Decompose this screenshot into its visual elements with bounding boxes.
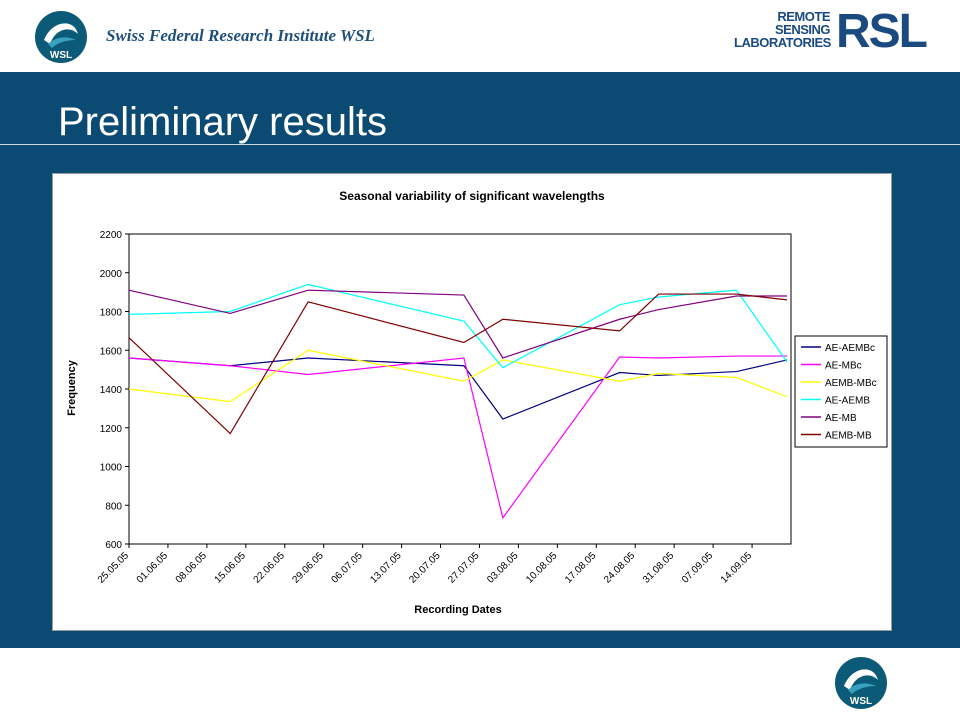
wsl-logo-label: WSL — [50, 50, 72, 61]
y-tick-label: 2000 — [100, 269, 123, 280]
x-tick-label: 31.08.05 — [641, 550, 677, 586]
x-tick-label: 06.07.05 — [329, 550, 365, 586]
legend-label: AEMB-MB — [825, 431, 872, 442]
x-tick-label: 15.06.05 — [213, 550, 249, 586]
x-tick-label: 27.07.05 — [446, 550, 482, 586]
x-tick-label: 03.08.05 — [485, 550, 521, 586]
legend-label: AEMB-MBc — [825, 378, 877, 389]
rsl-line-3: LABORATORIES — [734, 35, 831, 50]
legend-label: AE-AEMB — [825, 396, 870, 407]
chart-panel: Seasonal variability of significant wave… — [52, 173, 892, 631]
y-tick-label: 1200 — [100, 424, 123, 435]
x-tick-label: 08.06.05 — [174, 550, 210, 586]
series-line-ae-aemb — [128, 283, 788, 369]
legend-label: AE-MBc — [825, 361, 862, 372]
y-tick-label: 1600 — [100, 346, 123, 357]
y-tick-label: 600 — [105, 540, 122, 551]
x-tick-label: 01.06.05 — [135, 550, 171, 586]
wsl-logo-icon: WSL — [35, 11, 87, 63]
wsl-footer-logo-label: WSL — [850, 696, 872, 707]
series-line-ae-mbc — [128, 355, 787, 520]
rsl-line-1: REMOTE — [777, 9, 830, 24]
y-tick-label: 1000 — [100, 463, 123, 474]
institute-name: Swiss Federal Research Institute WSL — [106, 26, 375, 45]
x-tick-label: 25.05.05 — [96, 550, 132, 586]
y-tick-label: 1400 — [100, 385, 123, 396]
slide-title: Preliminary results — [58, 100, 387, 144]
legend-label: AE-AEMBc — [825, 343, 875, 354]
y-tick-label: 2200 — [100, 230, 123, 241]
rsl-logo-mark: RSL — [836, 5, 928, 58]
x-tick-label: 24.08.05 — [602, 550, 638, 586]
rsl-logo-text: REMOTE SENSING LABORATORIES — [734, 9, 831, 50]
wsl-footer-logo-icon: WSL — [835, 657, 887, 709]
chart-title: Seasonal variability of significant wave… — [339, 189, 605, 203]
x-tick-label: 13.07.05 — [368, 550, 404, 586]
legend-box — [794, 335, 888, 448]
plot-area — [128, 233, 792, 545]
series-line-ae-aembc — [128, 357, 788, 420]
header-bar: WSL Swiss Federal Research Institute WSL… — [0, 0, 960, 72]
x-tick-label: 07.09.05 — [680, 550, 716, 586]
y-tick-label: 1800 — [100, 308, 123, 319]
legend-label: AE-MB — [825, 413, 857, 424]
x-tick-label: 20.07.05 — [407, 550, 443, 586]
line-chart: Seasonal variability of significant wave… — [66, 189, 888, 616]
title-divider — [0, 144, 960, 145]
y-tick-label: 800 — [105, 501, 122, 512]
y-axis-label: Frequency — [66, 359, 78, 416]
rsl-logo: REMOTE SENSING LABORATORIES RSL — [734, 5, 928, 58]
x-tick-label: 14.09.05 — [719, 550, 755, 586]
x-tick-label: 22.06.05 — [252, 550, 288, 586]
x-tick-label: 17.08.05 — [563, 550, 599, 586]
x-axis-label: Recording Dates — [414, 604, 501, 616]
series-line-aemb-mb — [128, 293, 788, 435]
series-line-aemb-mbc — [128, 349, 788, 403]
series-line-ae-mb — [128, 289, 787, 359]
rsl-line-2: SENSING — [774, 22, 831, 37]
x-tick-label: 10.08.05 — [524, 550, 560, 586]
x-tick-label: 29.06.05 — [291, 550, 327, 586]
